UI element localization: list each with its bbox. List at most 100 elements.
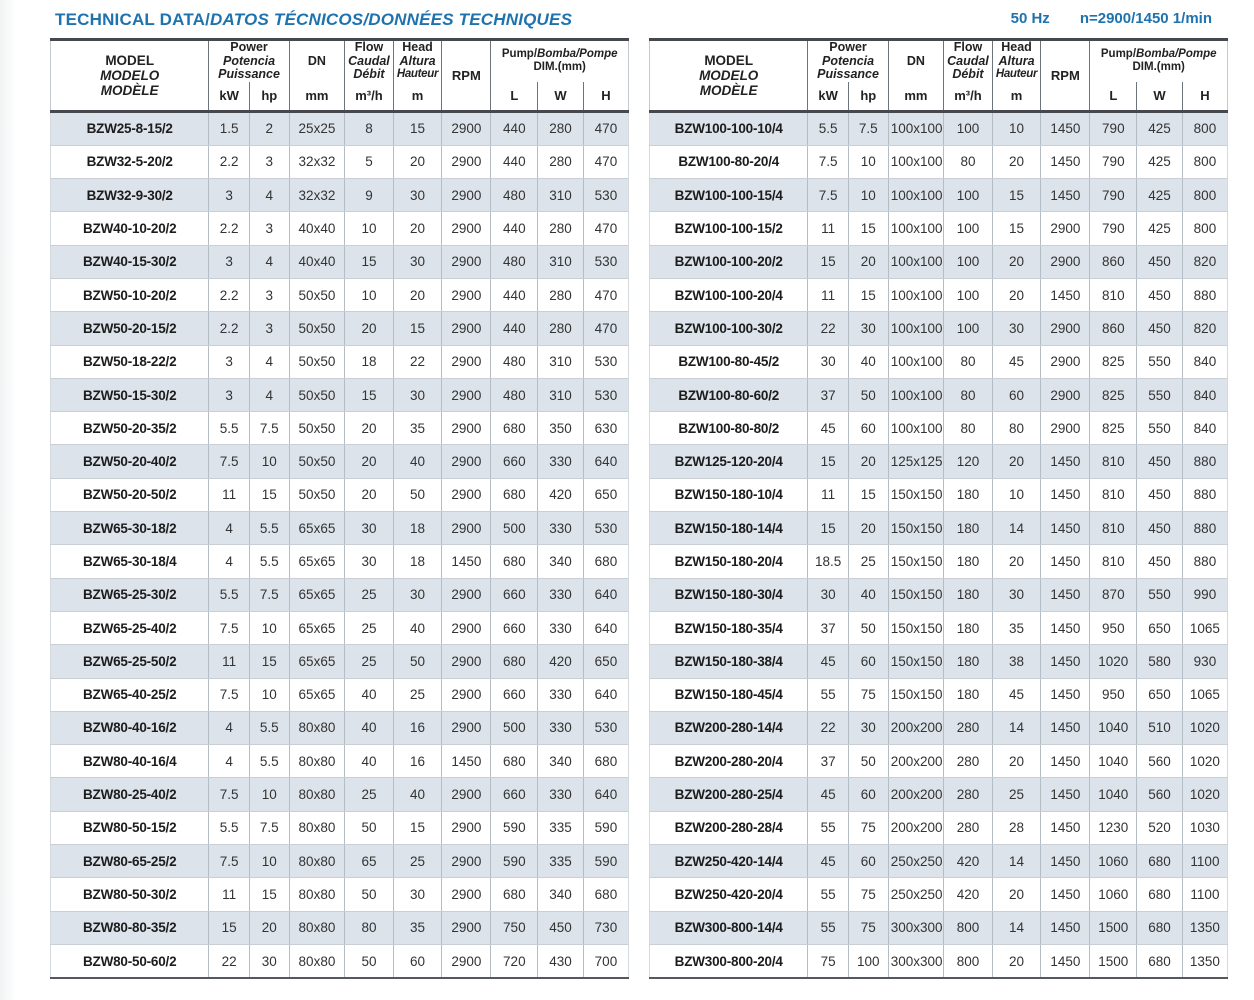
cell-dim-h: 640 [582, 577, 630, 612]
cell-head: 18 [392, 511, 443, 546]
cell-dn: 65x65 [288, 577, 346, 612]
cell-model: BZW100-80-45/2 [648, 344, 809, 379]
cell-model: BZW65-25-30/2 [49, 577, 210, 612]
cell-head: 40 [392, 777, 443, 812]
model-label-fr: MODÈLE [100, 82, 159, 98]
cell-dim-l: 950 [1089, 610, 1138, 646]
cell-dim-w: 280 [537, 277, 584, 313]
cell-dim-h: 1065 [1181, 677, 1229, 712]
cell-model: BZW100-80-60/2 [648, 377, 809, 413]
cell-model: BZW150-180-38/4 [648, 644, 809, 679]
cell-dim-l: 480 [490, 178, 539, 213]
cell-head: 30 [392, 877, 443, 912]
cell-dn: 80x80 [288, 810, 346, 846]
cell-rpm: 1450 [441, 544, 492, 579]
table-row: BZW40-10-20/2 2.2 3 40x40 10 20 2900 440 280 470 [49, 211, 630, 246]
cell-model: BZW80-50-60/2 [49, 943, 210, 979]
cell-rpm: 2900 [1040, 244, 1091, 279]
frequency-label: 50 Hz [1010, 10, 1050, 27]
cell-dim-l: 590 [490, 844, 539, 879]
cell-model: BZW32-9-30/2 [49, 178, 210, 213]
table-row: BZW100-100-20/4 11 15 100x100 100 20 1450 810 45… [648, 277, 1229, 313]
cell-dn: 50x50 [288, 411, 346, 446]
cell-dn: 150x150 [887, 677, 945, 712]
cell-rpm: 1450 [1040, 943, 1091, 979]
head-label-es: Altura [998, 53, 1035, 68]
unit-dim-h: H [582, 81, 630, 111]
cell-dim-w: 680 [1136, 877, 1183, 912]
cell-flow: 180 [943, 610, 993, 646]
head-label-en: Head [402, 40, 433, 54]
cell-hp: 7.5 [248, 577, 290, 612]
cell-dim-w: 580 [1136, 644, 1183, 679]
cell-flow: 40 [344, 710, 394, 746]
cell-dim-l: 810 [1089, 277, 1138, 313]
unit-head: m [991, 81, 1042, 111]
cell-dim-l: 680 [490, 744, 539, 779]
cell-flow: 25 [344, 577, 394, 612]
cell-flow: 50 [344, 877, 394, 912]
unit-kw: kW [208, 81, 250, 111]
cell-hp: 3 [248, 211, 290, 246]
flow-label-es: Caudal [947, 53, 989, 68]
cell-rpm: 1450 [1040, 677, 1091, 712]
cell-dn: 150x150 [887, 511, 945, 546]
cell-model: BZW65-30-18/4 [49, 544, 210, 579]
cell-hp: 15 [847, 211, 889, 246]
cell-model: BZW100-100-30/2 [648, 311, 809, 346]
table-row: BZW65-30-18/4 4 5.5 65x65 30 18 1450 680 340 680 [49, 544, 630, 579]
cell-model: BZW65-25-50/2 [49, 644, 210, 679]
unit-mm: mm [288, 81, 346, 111]
table-row: BZW80-50-60/2 22 30 80x80 50 60 2900 720 430 700 [49, 943, 630, 979]
cell-model: BZW50-20-35/2 [49, 411, 210, 446]
rpm-label: RPM [1050, 67, 1080, 83]
cell-dim-l: 480 [490, 244, 539, 279]
cell-hp: 20 [847, 444, 889, 479]
cell-flow: 50 [344, 943, 394, 979]
cell-dn: 80x80 [288, 777, 346, 812]
cell-rpm: 2900 [441, 777, 492, 812]
cell-kw: 2.2 [208, 144, 250, 180]
cell-head: 40 [392, 444, 443, 479]
cell-dim-w: 510 [1136, 710, 1183, 746]
cell-head: 20 [991, 544, 1042, 579]
cell-kw: 11 [208, 877, 250, 912]
cell-dn: 100x100 [887, 178, 945, 213]
cell-dim-l: 790 [1089, 178, 1138, 213]
cell-hp: 10 [248, 610, 290, 646]
cell-rpm: 1450 [1040, 644, 1091, 679]
cell-dn: 250x250 [887, 844, 945, 879]
cell-head: 50 [392, 477, 443, 513]
cell-kw: 37 [807, 610, 849, 646]
cell-dim-h: 840 [1181, 377, 1229, 413]
cell-head: 22 [392, 344, 443, 379]
cell-flow: 80 [943, 144, 993, 180]
cell-kw: 5.5 [208, 810, 250, 846]
cell-dim-w: 425 [1136, 178, 1183, 213]
cell-dim-l: 720 [490, 943, 539, 979]
cell-kw: 15 [807, 444, 849, 479]
cell-dim-h: 820 [1181, 311, 1229, 346]
cell-dim-w: 425 [1136, 211, 1183, 246]
table-row: BZW50-10-20/2 2.2 3 50x50 10 20 2900 440 280 470 [49, 277, 630, 313]
table-row: BZW40-15-30/2 3 4 40x40 15 30 2900 480 310 530 [49, 244, 630, 279]
cell-dim-w: 330 [537, 677, 584, 712]
table-row: BZW50-20-40/2 7.5 10 50x50 20 40 2900 660 330 640 [49, 444, 630, 479]
cell-kw: 22 [208, 943, 250, 979]
col-header-flow: Flow Caudal Débit [943, 39, 993, 82]
cell-head: 45 [991, 344, 1042, 379]
cell-dim-l: 1500 [1089, 910, 1138, 945]
cell-dim-w: 450 [1136, 311, 1183, 346]
cell-dim-h: 800 [1181, 144, 1229, 180]
cell-head: 30 [392, 178, 443, 213]
cell-flow: 100 [943, 110, 993, 146]
cell-hp: 20 [248, 910, 290, 945]
cell-dim-l: 825 [1089, 377, 1138, 413]
cell-rpm: 1450 [1040, 710, 1091, 746]
cell-dn: 200x200 [887, 810, 945, 846]
model-label-en: MODEL [704, 52, 754, 68]
cell-dim-l: 750 [490, 910, 539, 945]
cell-dn: 50x50 [288, 444, 346, 479]
cell-head: 15 [392, 311, 443, 346]
cell-dn: 65x65 [288, 644, 346, 679]
